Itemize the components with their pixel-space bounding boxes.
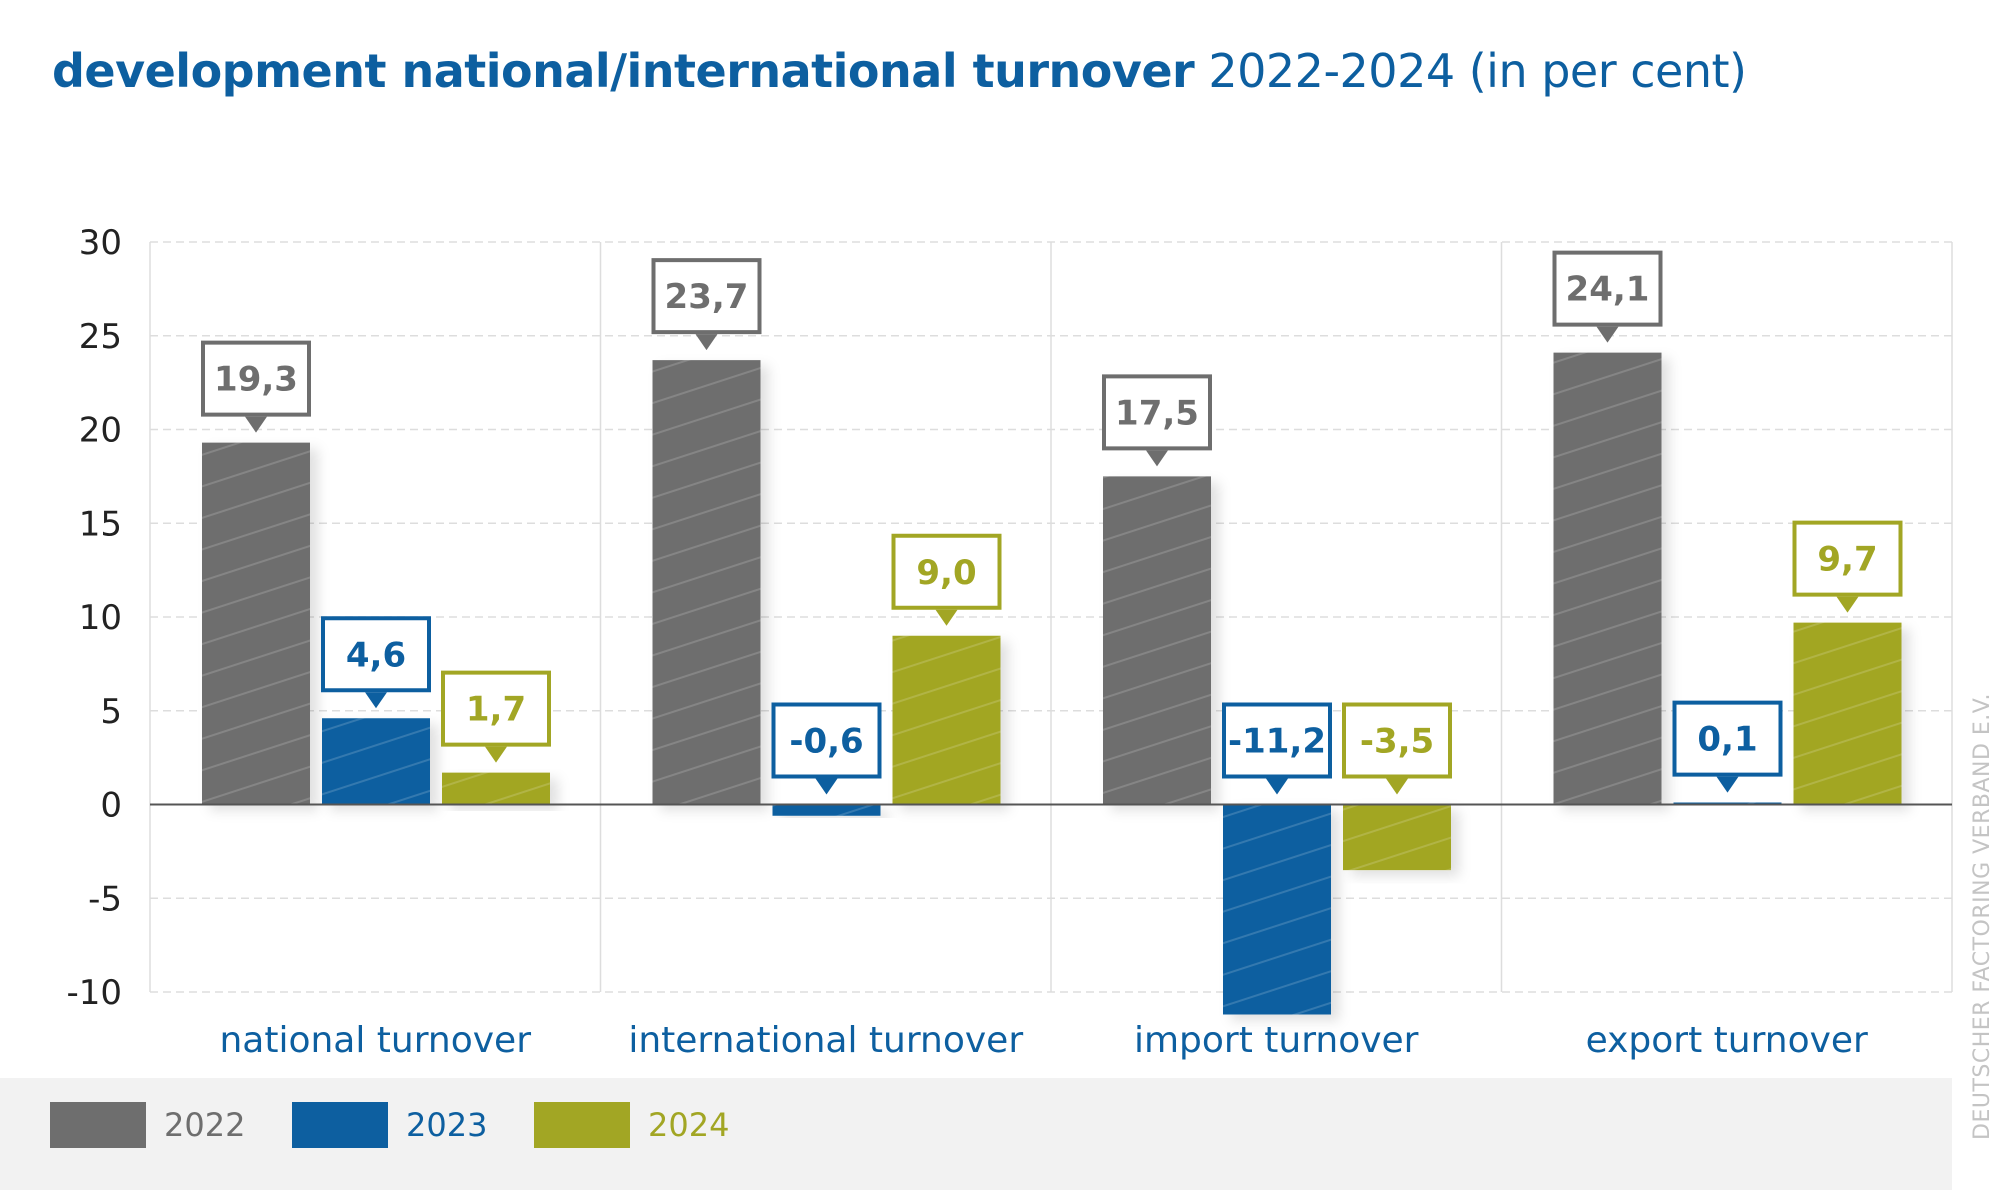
data-label-box	[1102, 374, 1212, 451]
y-tick-label: -10	[66, 973, 122, 1013]
y-tick-label: 20	[79, 411, 122, 451]
data-label-pointer	[485, 746, 507, 763]
legend-swatch-2024	[534, 1102, 630, 1148]
data-label-2022-0: 19,3	[201, 340, 311, 433]
data-label-2023-3: 0,1	[1672, 700, 1783, 793]
data-label-text: 4,6	[346, 635, 406, 675]
data-label-box	[201, 340, 311, 417]
data-label-2024-2: -3,5	[1342, 702, 1452, 795]
legend-label-2022: 2022	[164, 1106, 246, 1144]
data-label-box	[441, 670, 551, 747]
source-credit: DEUTSCHER FACTORING VERBAND E.V.	[1970, 693, 1995, 1140]
data-label-2024-0: 1,7	[441, 670, 551, 763]
y-tick-label: 15	[79, 504, 122, 544]
bar-texture	[442, 772, 550, 805]
data-label-text: -0,6	[789, 722, 863, 762]
category-label-3: export turnover	[1586, 1020, 1868, 1061]
data-label-text: 19,3	[214, 360, 298, 400]
data-label-text: 24,1	[1566, 270, 1650, 310]
data-label-box	[1342, 702, 1452, 779]
data-label-box	[1222, 702, 1332, 779]
data-label-box	[651, 258, 762, 335]
legend-swatch-2023	[292, 1102, 388, 1148]
legend-swatch-2022	[50, 1102, 146, 1148]
bar-texture	[322, 718, 430, 805]
data-label-pointer	[935, 609, 958, 626]
category-label-2: import turnover	[1134, 1020, 1419, 1061]
data-label-text: -3,5	[1360, 722, 1434, 762]
category-label-1: international turnover	[628, 1020, 1023, 1061]
data-label-pointer	[1266, 778, 1288, 795]
data-label-text: 1,7	[466, 690, 526, 730]
data-label-2023-0: 4,6	[321, 616, 431, 709]
y-tick-label: -5	[88, 879, 122, 919]
bar-texture	[1553, 352, 1662, 805]
bar-texture	[1223, 804, 1331, 1015]
data-label-text: 0,1	[1697, 720, 1757, 760]
y-tick-label: 25	[79, 317, 122, 357]
category-label-0: national turnover	[219, 1020, 531, 1061]
bar-texture	[1793, 622, 1902, 805]
data-label-text: -11,2	[1228, 722, 1326, 762]
data-label-text: 23,7	[665, 277, 749, 317]
data-label-2022-3: 24,1	[1552, 250, 1663, 343]
data-label-box	[1792, 520, 1903, 597]
y-tick-label: 10	[79, 598, 122, 638]
data-label-2024-3: 9,7	[1792, 520, 1903, 613]
bar-texture	[202, 442, 310, 805]
data-label-box	[891, 533, 1002, 610]
legend-label-2023: 2023	[406, 1106, 488, 1144]
legend-label-2024: 2024	[648, 1106, 730, 1144]
chart-title: development national/international turno…	[52, 44, 1747, 98]
data-label-pointer	[365, 692, 387, 709]
data-label-2023-1: -0,6	[771, 702, 882, 795]
data-label-2024-1: 9,0	[891, 533, 1002, 626]
y-tick-label: 0	[100, 786, 122, 826]
data-label-pointer	[815, 778, 838, 795]
chart-title-bold: development national/international turno…	[52, 44, 1195, 98]
bar-texture	[1103, 476, 1211, 805]
data-label-2022-1: 23,7	[651, 258, 762, 351]
data-label-pointer	[245, 416, 267, 433]
y-axis: 30 25 20 15 10 5 0 -5 -10	[66, 223, 122, 1013]
y-tick-label: 30	[79, 223, 122, 263]
data-label-box	[1672, 700, 1783, 777]
bar-texture	[892, 635, 1001, 805]
bar-texture	[772, 804, 881, 816]
data-label-pointer	[1386, 778, 1408, 795]
data-label-2022-2: 17,5	[1102, 374, 1212, 467]
data-label-text: 9,0	[916, 553, 976, 593]
chart-title-regular: 2022-2024 (in per cent)	[1208, 44, 1747, 98]
data-label-pointer	[1836, 596, 1859, 613]
bar-texture	[1343, 804, 1451, 871]
data-label-pointer	[1596, 326, 1619, 343]
data-label-pointer	[1716, 776, 1739, 793]
data-label-text: 9,7	[1817, 540, 1877, 580]
data-label-pointer	[695, 334, 718, 351]
data-label-2023-2: -11,2	[1222, 702, 1332, 795]
data-label-pointer	[1146, 450, 1168, 467]
data-label-text: 17,5	[1115, 393, 1199, 433]
y-tick-label: 5	[100, 692, 122, 732]
data-label-box	[1552, 250, 1663, 327]
bar-texture	[652, 360, 761, 805]
data-label-box	[321, 616, 431, 693]
bar-chart: 30 25 20 15 10 5 0 -5 -10 19,3 4,6 1,7 national turn…	[66, 223, 1953, 1061]
data-label-box	[771, 702, 882, 779]
